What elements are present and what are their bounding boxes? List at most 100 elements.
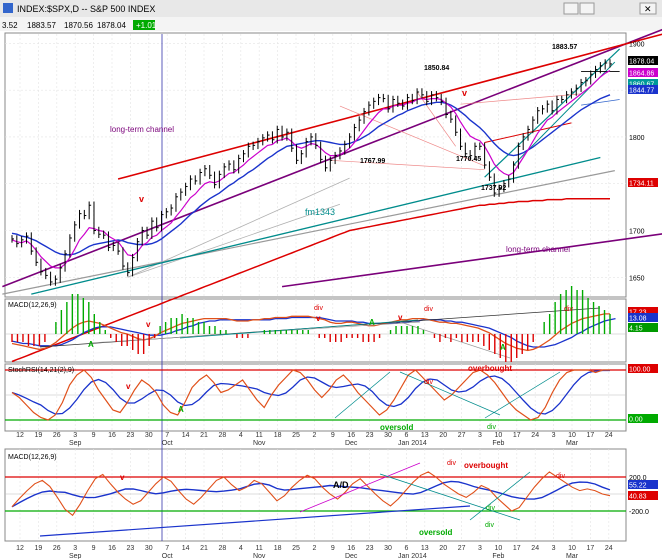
- stoch-trendline-2: [399, 371, 501, 416]
- y-tick-label: 1900: [629, 41, 645, 48]
- x-tick-label-top: 17: [513, 432, 521, 439]
- macd2-value-label: 40.83: [629, 494, 647, 501]
- x-tick-label-bottom: 3: [73, 545, 77, 552]
- x-tick-label-bottom: 24: [531, 545, 539, 552]
- macd2-label-div-1: div: [447, 460, 456, 467]
- x-tick-label-top: 4: [239, 432, 243, 439]
- stoch-label-v: v: [126, 382, 131, 391]
- minimize-button[interactable]: [563, 2, 579, 15]
- macd2-value-label: 55.22: [629, 483, 647, 490]
- x-tick-label-top: 7: [165, 432, 169, 439]
- close-icon: ✕: [644, 4, 652, 14]
- macd2-y-tick-label: -200.0: [629, 509, 649, 516]
- x-month-label-bottom: Nov: [253, 553, 266, 559]
- x-tick-label-bottom: 3: [552, 545, 556, 552]
- y-tick-label: 1650: [629, 275, 645, 282]
- macd2-label-div-4: div: [485, 522, 494, 529]
- macd2-trendline-3: [469, 471, 531, 521]
- x-tick-label-bottom: 14: [182, 545, 190, 552]
- stoch-value-badge: [628, 414, 658, 423]
- x-month-label-top: Nov: [253, 440, 266, 447]
- macd1-value-badge: [628, 307, 658, 316]
- zigzag-line-2: [330, 159, 485, 171]
- x-tick-label-bottom: 7: [165, 545, 169, 552]
- x-tick-label-bottom: 2: [312, 545, 316, 552]
- x-month-label-top: Oct: [162, 440, 173, 447]
- macd1-macd-line: [11, 313, 610, 352]
- x-tick-label-top: 16: [108, 432, 116, 439]
- stoch-k-line: [11, 369, 610, 421]
- x-tick-label-top: 28: [219, 432, 227, 439]
- macd2-value-badge: [628, 480, 658, 489]
- macd2-label-oversold: oversold: [419, 528, 452, 537]
- quote-high: 1870.56: [64, 21, 93, 30]
- x-tick-label-bottom: 17: [513, 545, 521, 552]
- zigzag-line-4: [460, 93, 582, 105]
- price-badge-bg: [628, 85, 658, 94]
- x-tick-label-bottom: 12: [16, 545, 24, 552]
- macd2-trendline-1: [299, 462, 421, 513]
- macd1-label-div-1: div: [314, 305, 323, 312]
- stoch-title: StochRSI(14,21(2),9): [8, 367, 74, 374]
- x-tick-label-top: 30: [384, 432, 392, 439]
- annotation-v-1: v: [139, 194, 144, 204]
- x-tick-label-bottom: 30: [384, 545, 392, 552]
- x-tick-label-top: 3: [73, 432, 77, 439]
- annotation-long-term-channel-bottom: long-term channel: [506, 245, 570, 254]
- x-month-label-bottom: Feb: [492, 553, 504, 559]
- close-button[interactable]: [639, 2, 657, 15]
- macd2-signal-line: [11, 480, 611, 508]
- macd2-title: MACD(12,26,9): [8, 454, 57, 461]
- price-badge-bg: [628, 178, 658, 187]
- x-tick-label-bottom: 4: [239, 545, 243, 552]
- annotation-1767-99: 1767.99: [360, 158, 385, 165]
- macd1-label-a-3: A: [500, 343, 506, 352]
- stoch-signal-line: [11, 369, 610, 415]
- x-tick-label-top: 2: [312, 432, 316, 439]
- x-tick-label-bottom: 16: [347, 545, 355, 552]
- maximize-button[interactable]: [579, 2, 595, 15]
- annotation-1883-57: 1883.57: [552, 44, 577, 51]
- stoch-label-a: A: [178, 405, 184, 414]
- x-tick-label-bottom: 23: [366, 545, 374, 552]
- price-badge-label: 1878.04: [629, 59, 654, 66]
- macd1-label-v-2: v: [316, 314, 321, 323]
- x-tick-label-bottom: 30: [145, 545, 153, 552]
- price-badge-bg: [628, 68, 658, 77]
- x-tick-label-bottom: 17: [587, 545, 595, 552]
- stoch-value-label: 100.00: [629, 367, 651, 374]
- x-tick-label-top: 10: [568, 432, 576, 439]
- x-tick-label-top: 16: [347, 432, 355, 439]
- macd2-label-v: v: [120, 473, 125, 482]
- macd2-label-ad: A/D: [333, 480, 349, 490]
- stoch-value-badge: [628, 364, 658, 373]
- macd1-label-v-1: v: [146, 320, 151, 329]
- macd2-label-overbought: overbought: [464, 461, 508, 470]
- y-tick-label: 1800: [629, 135, 645, 142]
- x-tick-label-top: 23: [366, 432, 374, 439]
- x-tick-label-top: 9: [331, 432, 335, 439]
- x-tick-label-top: 11: [256, 432, 263, 439]
- x-month-label-bottom: Oct: [162, 553, 173, 559]
- macd1-value-badge: [628, 323, 658, 332]
- x-tick-label-bottom: 6: [404, 545, 408, 552]
- macd2-label-div-3: div: [486, 505, 495, 512]
- x-tick-label-bottom: 27: [458, 545, 466, 552]
- x-tick-label-top: 19: [35, 432, 43, 439]
- stoch-trendline-3: [484, 371, 561, 419]
- price-badge-bg: [628, 56, 658, 65]
- x-month-label-bottom: Sep: [69, 553, 82, 559]
- annotation-1850-84: 1850.84: [424, 65, 449, 72]
- macd1-value-badge: [628, 313, 658, 322]
- x-tick-label-bottom: 20: [439, 545, 447, 552]
- macd2-ad-trendline: [39, 505, 471, 537]
- x-tick-label-top: 12: [16, 432, 24, 439]
- title-bar: [0, 0, 662, 17]
- x-tick-label-bottom: 11: [256, 545, 263, 552]
- x-month-label-bottom: Mar: [566, 553, 579, 559]
- quote-open: 1883.57: [27, 21, 56, 30]
- y-tick-label: 1700: [629, 229, 645, 236]
- blue-level-line: [581, 99, 620, 106]
- x-tick-label-top: 21: [200, 432, 208, 439]
